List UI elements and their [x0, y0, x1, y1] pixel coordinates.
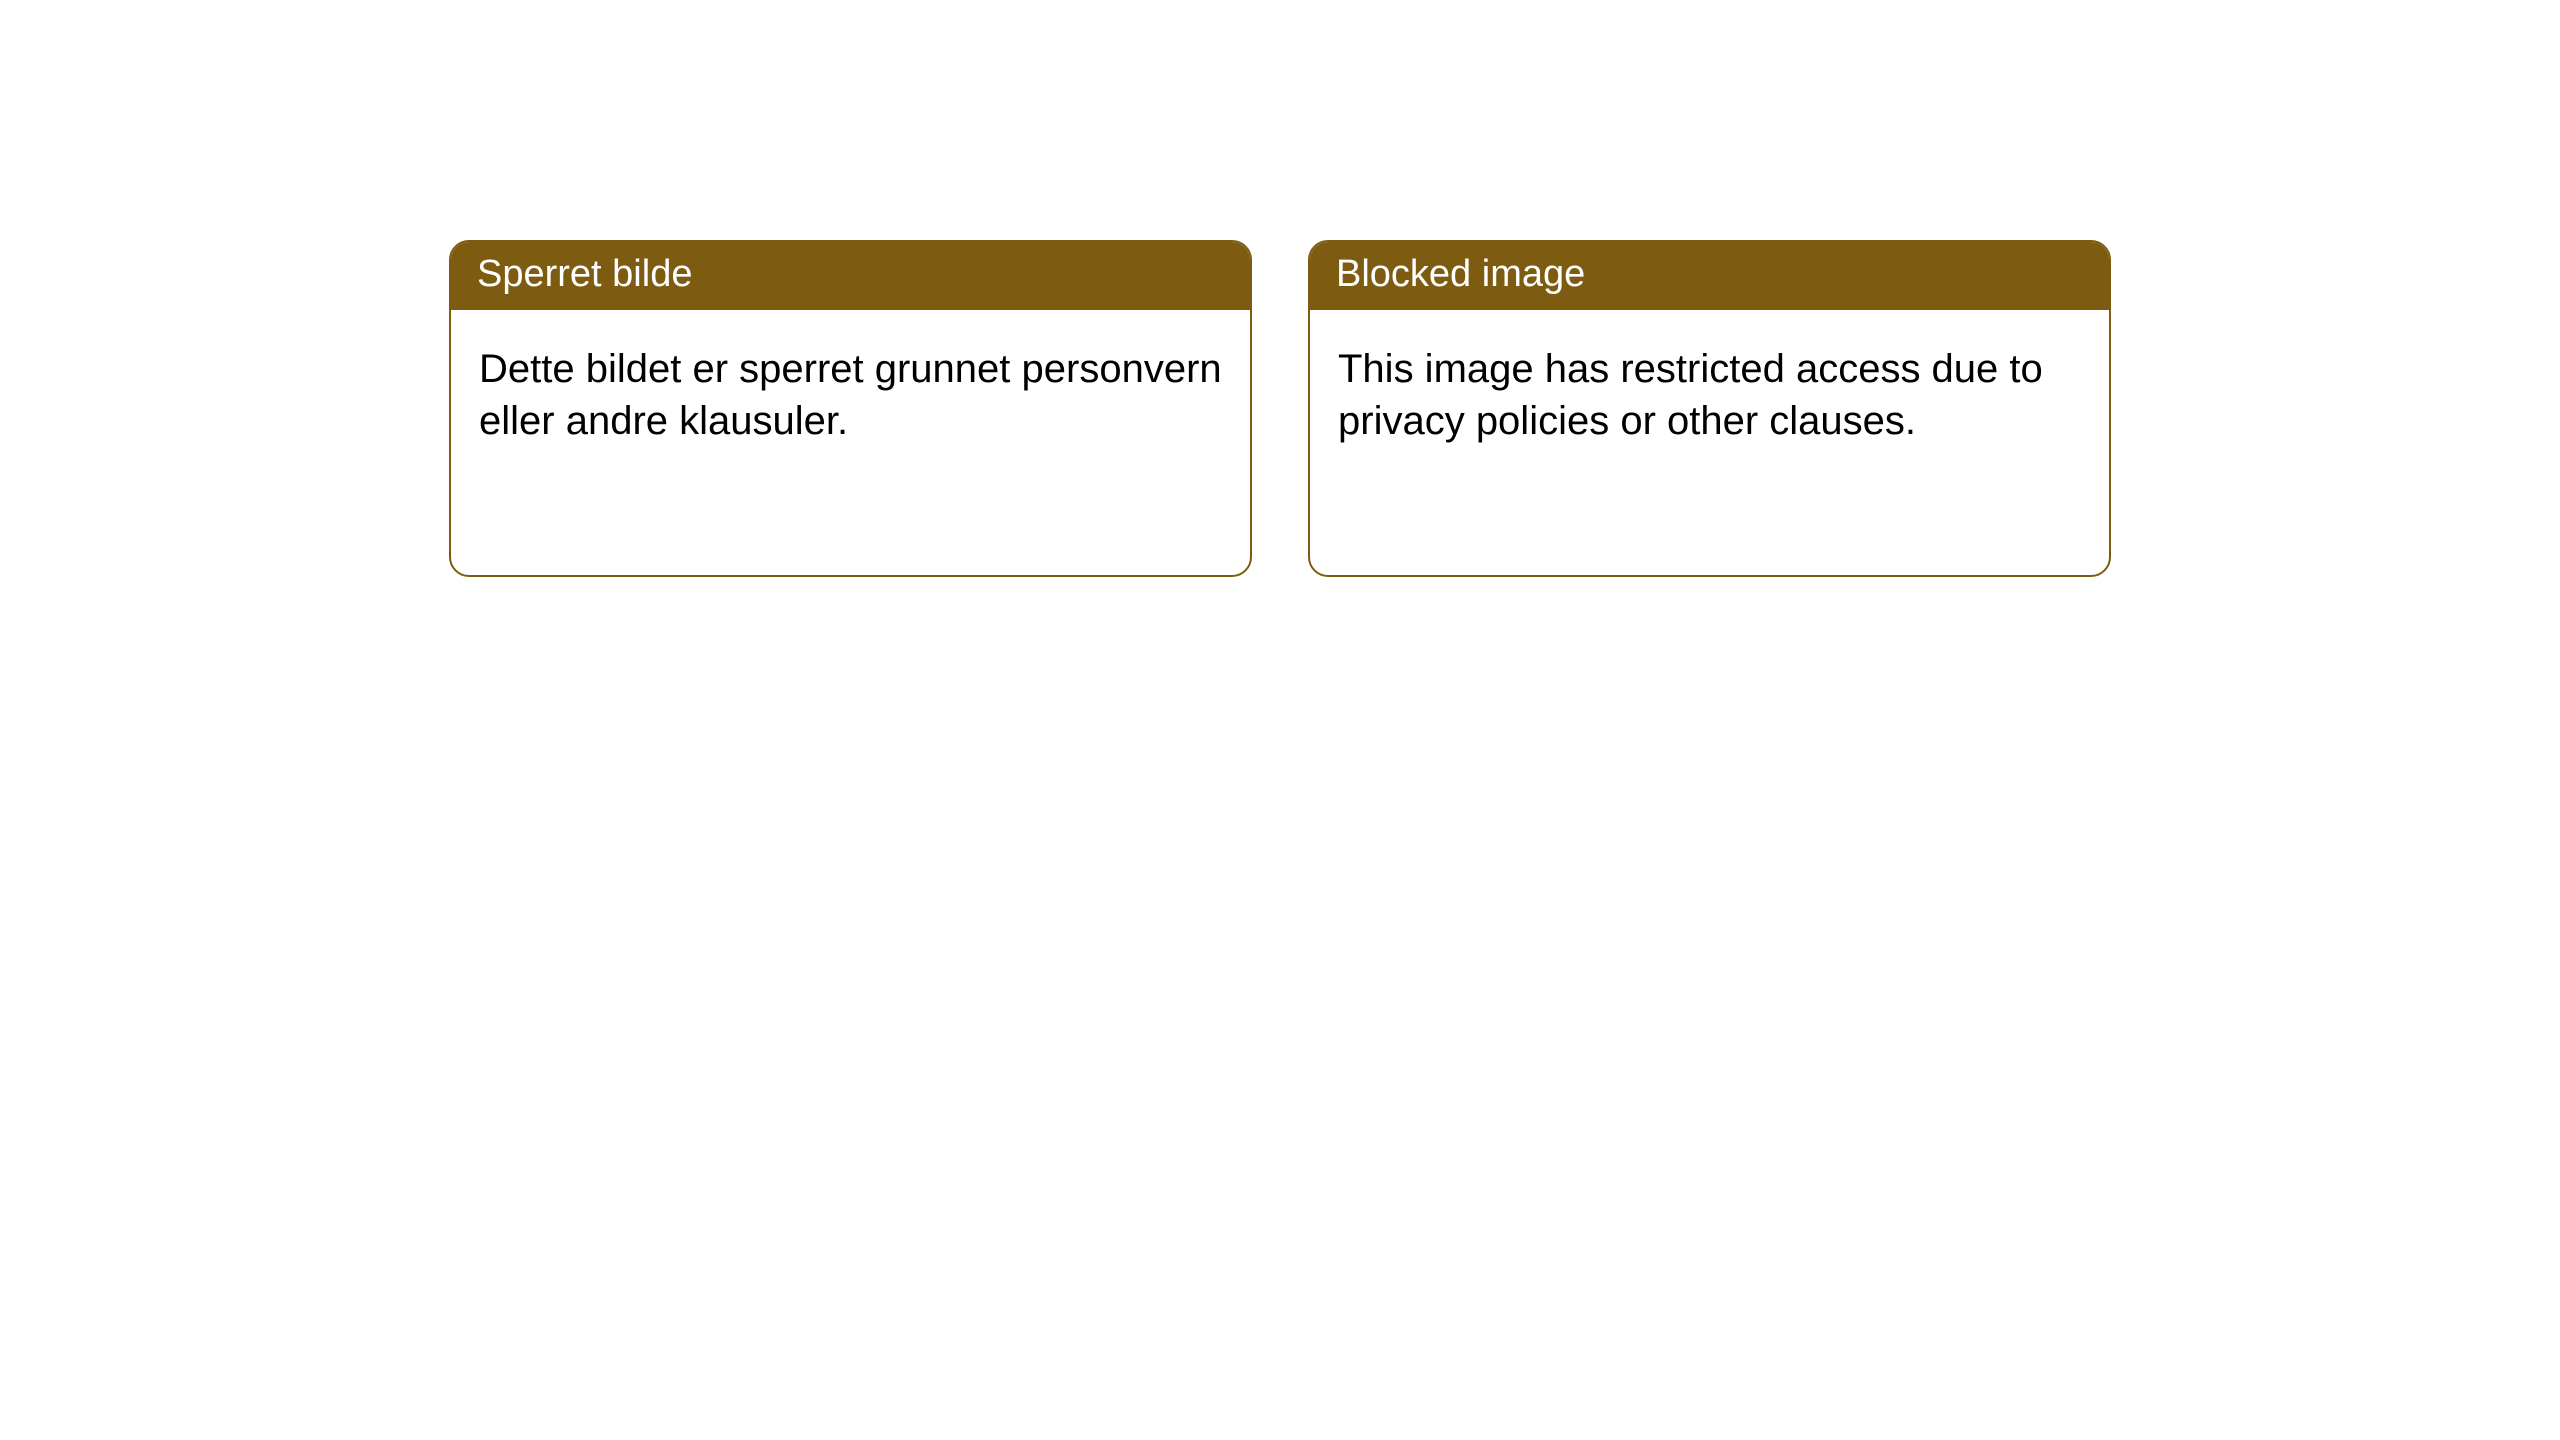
blocked-image-card-en: Blocked image This image has restricted … [1308, 240, 2111, 577]
card-body-no: Dette bildet er sperret grunnet personve… [451, 310, 1250, 473]
notice-container: Sperret bilde Dette bildet er sperret gr… [449, 240, 2111, 577]
blocked-image-card-no: Sperret bilde Dette bildet er sperret gr… [449, 240, 1252, 577]
card-header-no: Sperret bilde [451, 242, 1250, 310]
card-header-en: Blocked image [1310, 242, 2109, 310]
card-body-en: This image has restricted access due to … [1310, 310, 2109, 473]
